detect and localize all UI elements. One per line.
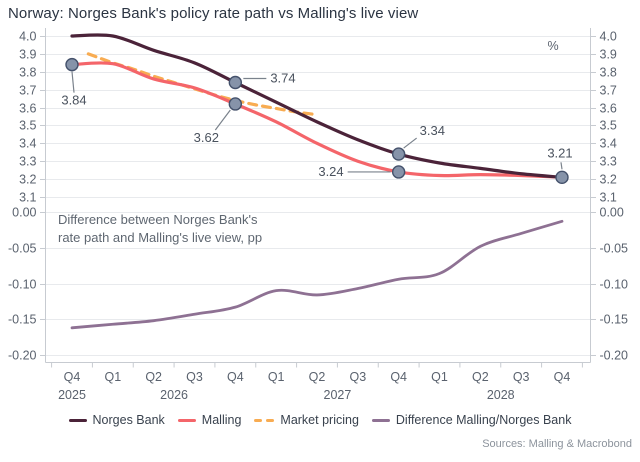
svg-text:-0.15: -0.15 [8, 313, 37, 327]
svg-text:-0.05: -0.05 [600, 242, 629, 256]
svg-text:3.9: 3.9 [19, 48, 36, 62]
malling-line [70, 61, 564, 179]
svg-text:-0.20: -0.20 [600, 349, 629, 363]
svg-text:rate path and Malling's live v: rate path and Malling's live view, pp [58, 230, 262, 245]
data-point-label: 3.62 [194, 130, 219, 145]
legend-label: Norges Bank [92, 413, 165, 427]
svg-text:Q2: Q2 [472, 370, 489, 384]
label-leader-line [560, 162, 563, 170]
data-point-marker [391, 165, 406, 179]
legend-swatch-segment [68, 418, 87, 422]
data-labels: 3.84 3.74 3.62 3.34 3.24 3.21 [61, 71, 572, 179]
svg-text:4.0: 4.0 [19, 30, 36, 44]
data-point-marker [555, 170, 569, 185]
svg-text:Difference between Norges Bank: Difference between Norges Bank's [58, 212, 258, 227]
data-point-marker [65, 57, 79, 72]
data-point-label: 3.74 [270, 71, 295, 86]
svg-text:3.8: 3.8 [19, 66, 36, 80]
legend-swatch [68, 418, 87, 422]
svg-text:Q4: Q4 [554, 370, 571, 384]
label-leader-line [403, 137, 418, 149]
axes [40, 28, 596, 368]
legend-label: Malling [201, 413, 242, 427]
svg-text:3.4: 3.4 [19, 137, 36, 151]
svg-text:Q1: Q1 [431, 370, 448, 384]
svg-text:Q4: Q4 [64, 370, 81, 384]
svg-text:-0.10: -0.10 [8, 278, 37, 292]
svg-text:3.9: 3.9 [600, 48, 617, 62]
svg-text:2025: 2025 [58, 388, 86, 402]
data-point-label: 3.24 [318, 164, 343, 179]
gridlines [45, 36, 591, 356]
svg-text:Q2: Q2 [145, 370, 162, 384]
legend-swatch-segment [371, 418, 390, 422]
difference-line [70, 219, 564, 330]
legend-label: Market pricing [280, 413, 359, 427]
legend-swatch [177, 418, 196, 422]
label-leader-line [71, 71, 75, 93]
chart-title: Norway: Norges Bank's policy rate path v… [8, 5, 419, 22]
legend-item-norges-bank: Norges Bank [68, 413, 165, 427]
norges-bank-line [70, 33, 564, 179]
svg-text:3.2: 3.2 [600, 173, 617, 187]
svg-text:3.1: 3.1 [600, 191, 617, 205]
svg-text:3.2: 3.2 [19, 173, 36, 187]
legend-swatch [254, 418, 275, 422]
svg-text:-0.15: -0.15 [600, 313, 629, 327]
svg-text:Q3: Q3 [349, 370, 366, 384]
data-markers [65, 57, 569, 185]
svg-text:2027: 2027 [324, 388, 352, 402]
svg-text:Q4: Q4 [227, 370, 244, 384]
legend-item-malling: Malling [177, 413, 242, 427]
svg-text:3.3: 3.3 [600, 155, 617, 169]
data-point-label: 3.34 [420, 123, 445, 138]
svg-text:2028: 2028 [487, 388, 515, 402]
svg-text:3.8: 3.8 [600, 66, 617, 80]
source-note: Sources: Malling & Macrobond [482, 438, 632, 450]
legend-swatch-segment [266, 418, 275, 422]
legend-swatch-segment [254, 418, 263, 422]
svg-text:-0.20: -0.20 [8, 349, 37, 363]
chart-canvas: 4.0 4.0 3.9 3.9 3.8 3.8 3.7 3.7 3.6 3.6 3.5 3.5 3.4 3… [8, 28, 628, 403]
svg-text:Q2: Q2 [309, 370, 326, 384]
svg-text:Q3: Q3 [513, 370, 530, 384]
svg-text:-0.10: -0.10 [600, 278, 629, 292]
svg-text:4.0: 4.0 [600, 30, 617, 44]
series-lines [70, 33, 564, 330]
svg-text:3.6: 3.6 [19, 102, 36, 116]
legend-label: Difference Malling/Norges Bank [395, 413, 572, 427]
svg-text:Q1: Q1 [268, 370, 285, 384]
label-leader-line [214, 109, 231, 131]
data-point-marker [391, 147, 406, 161]
svg-text:%: % [547, 39, 558, 53]
svg-text:3.5: 3.5 [600, 119, 617, 133]
svg-text:3.3: 3.3 [19, 155, 36, 169]
axis-labels: 4.0 4.0 3.9 3.9 3.8 3.8 3.7 3.7 3.6 3.6 3.5 3.5 3.4 3… [8, 30, 628, 403]
svg-text:3.5: 3.5 [19, 119, 36, 133]
svg-text:3.7: 3.7 [19, 84, 36, 98]
svg-text:3.6: 3.6 [600, 102, 617, 116]
svg-text:0.00: 0.00 [600, 206, 624, 220]
svg-text:Q1: Q1 [104, 370, 121, 384]
legend-swatch-segment [177, 418, 196, 422]
svg-text:3.1: 3.1 [19, 191, 36, 205]
data-point-label: 3.84 [61, 93, 86, 108]
svg-text:Q3: Q3 [186, 370, 203, 384]
data-point-marker [228, 75, 243, 90]
legend: Norges Bank Malling Market pricing Differen… [0, 413, 640, 427]
data-point-marker [228, 97, 243, 111]
svg-text:-0.05: -0.05 [8, 242, 37, 256]
svg-text:Q4: Q4 [390, 370, 407, 384]
svg-text:3.7: 3.7 [600, 84, 617, 98]
difference-annotation: Difference between Norges Bank's rate pat… [58, 212, 262, 245]
legend-item-market-pricing: Market pricing [254, 413, 359, 427]
legend-item-difference-malling-norges-bank: Difference Malling/Norges Bank [371, 413, 572, 427]
svg-text:3.4: 3.4 [600, 137, 617, 151]
svg-text:0.00: 0.00 [12, 206, 36, 220]
svg-text:2026: 2026 [160, 388, 188, 402]
legend-swatch [371, 418, 390, 422]
data-point-label: 3.21 [547, 145, 572, 160]
